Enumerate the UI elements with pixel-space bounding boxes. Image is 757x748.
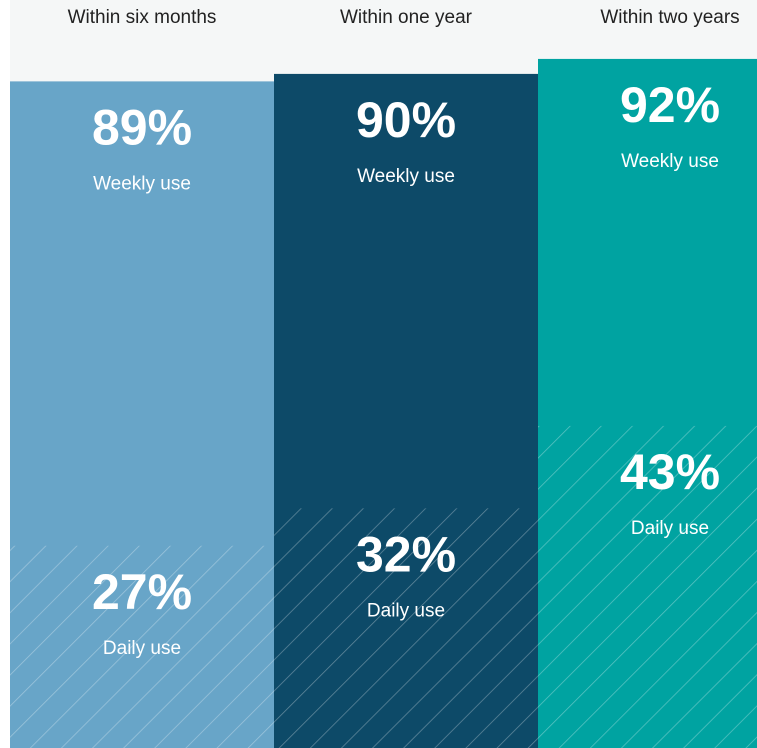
value-label: 90% <box>356 92 456 148</box>
hatched-bar <box>274 508 538 748</box>
value-label: 27% <box>92 564 192 620</box>
category-label: Within six months <box>68 7 217 28</box>
series-label: Weekly use <box>93 173 191 194</box>
value-label: 89% <box>92 100 192 156</box>
category-label: Within two years <box>600 7 739 28</box>
series-label: Weekly use <box>621 151 719 172</box>
series-label: Daily use <box>103 638 181 659</box>
value-label: 43% <box>620 444 720 500</box>
series-label: Weekly use <box>357 166 455 187</box>
category-label: Within one year <box>340 7 473 28</box>
series-label: Daily use <box>367 600 445 621</box>
hatched-bar <box>538 425 757 748</box>
value-label: 92% <box>620 77 720 133</box>
value-label: 32% <box>356 527 456 583</box>
series-label: Daily use <box>631 518 709 539</box>
hatched-bar <box>10 545 274 748</box>
